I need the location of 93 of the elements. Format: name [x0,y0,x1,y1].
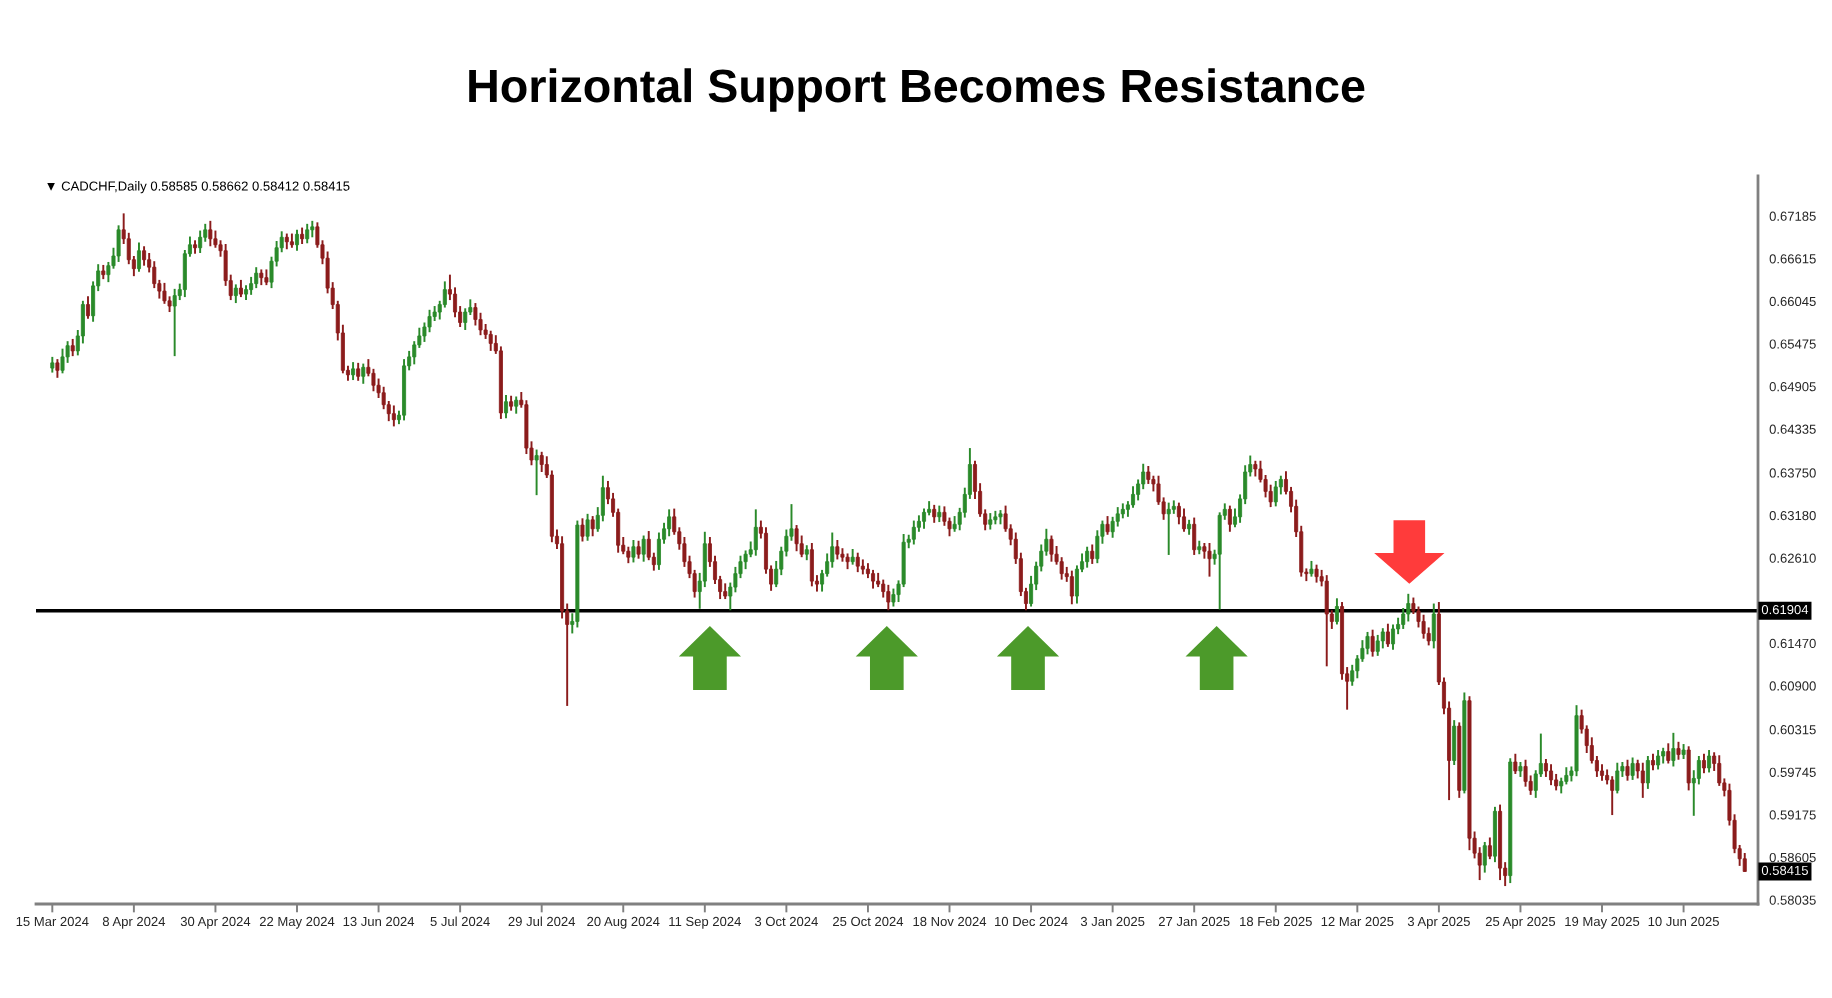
candlestick [1069,569,1074,606]
candlestick [391,404,396,428]
candlestick [295,228,299,252]
candlestick [1523,758,1528,788]
candlestick [305,222,310,245]
candlestick [1370,628,1375,658]
candlestick [1452,719,1457,766]
candlestick [1707,749,1712,774]
candlestick [1482,840,1487,874]
candlestick [463,307,468,331]
candlestick [580,517,585,543]
candlestick [1701,752,1706,775]
candlestick [743,549,748,571]
candlestick [809,542,814,588]
candlestick [585,512,590,542]
candlestick [1492,805,1497,864]
candlestick [488,329,493,352]
candlestick [1513,752,1518,775]
candlestick [911,519,916,546]
candlestick [1273,479,1278,508]
candlestick [1431,602,1436,650]
candlestick [162,281,167,305]
candlestick [1365,630,1370,656]
candlestick [1615,761,1620,795]
candlestick [198,229,203,254]
candlestick [539,450,544,473]
candlestick [1090,543,1095,565]
chart-title: Horizontal Support Becomes Resistance [469,68,1365,112]
candlestick [55,358,60,379]
candlestick [1207,542,1212,578]
candlestick [208,219,213,248]
candlestick [871,568,876,590]
candlestick [233,283,238,305]
candlestick [590,515,595,538]
candlestick [656,531,661,571]
candlestick [1110,515,1115,539]
candlestick [1350,663,1355,687]
candlestick [172,287,177,358]
candlestick [1385,622,1390,648]
candlestick [641,534,646,563]
candlestick [922,507,927,530]
candlestick [1268,483,1273,509]
candlestick [1105,515,1110,536]
candlestick [1610,775,1615,817]
candlestick [371,367,376,393]
candlestick [504,394,509,420]
candlestick [1549,763,1554,787]
candlestick [835,539,840,561]
candlestick [478,311,483,337]
candlestick [1334,597,1339,626]
candlestick [1666,742,1671,765]
candlestick [142,245,147,267]
candlestick [1324,574,1329,668]
candlestick [116,224,121,263]
candlestick [1095,529,1100,565]
candlestick [254,266,259,290]
candlestick [1375,633,1380,657]
candlestick [1671,731,1676,768]
candlestick [473,302,478,327]
candlestick [631,539,636,564]
candlestick [1391,623,1396,651]
candlestick [1192,516,1197,556]
candlestick [1176,501,1181,526]
candlestick [794,524,799,553]
candlestick [830,531,835,569]
candlestick [534,448,539,497]
candlestick [1217,511,1222,611]
candlestick [1227,504,1232,533]
candlestick [886,583,891,612]
candlestick [1049,534,1054,563]
candlestick [1166,501,1171,556]
candlestick [1487,836,1492,861]
candlestick [60,347,65,375]
candlestick [1656,749,1661,771]
candlestick [667,508,672,538]
candlestick [1421,613,1426,640]
candlestick [1640,761,1645,799]
candlestick [1380,627,1385,650]
candlestick [1630,756,1635,781]
candlestick [855,551,860,574]
candlestick [1686,745,1691,792]
candlestick [1131,485,1136,509]
candlestick [1406,592,1411,623]
candlestick [753,508,758,557]
candlestick [1182,507,1186,533]
candlestick [1085,545,1090,569]
candlestick [86,295,90,320]
candlestick [361,362,366,385]
candlestick [427,308,432,334]
candlestick [1645,755,1650,790]
candlestick [1625,758,1630,782]
candlestick [136,241,141,273]
candlestick [1742,852,1747,873]
